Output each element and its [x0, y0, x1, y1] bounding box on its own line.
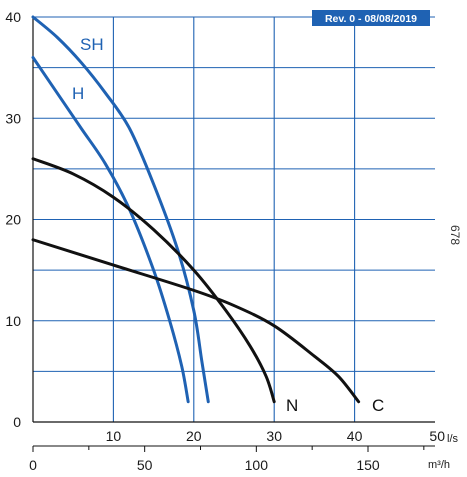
curve-h: [31, 56, 190, 404]
curve-label-n: N: [286, 396, 298, 415]
revision-badge-bg: [312, 10, 430, 26]
y-tick-label: 30: [5, 110, 21, 126]
x-unit-label: l/s: [447, 433, 459, 445]
x2-tick-label: 50: [137, 457, 153, 473]
revision-badge-text: Rev. 0 - 08/08/2019: [325, 13, 417, 25]
curve-label-c: C: [372, 396, 384, 415]
curve-c: [31, 238, 361, 404]
x-tick-label: 30: [266, 428, 282, 444]
x2-unit-label: m³/h: [428, 459, 450, 471]
curve-label-h: H: [72, 84, 84, 103]
x2-tick-label: 0: [29, 457, 37, 473]
y-tick-label: 40: [5, 9, 21, 25]
revision-badge: Rev. 0 - 08/08/2019: [312, 10, 430, 26]
x-tick-label: 10: [106, 428, 122, 444]
curve-n: [31, 157, 276, 404]
x-tick-label: 50: [429, 428, 445, 444]
x-tick-label: 40: [347, 428, 363, 444]
curves: [31, 15, 361, 404]
x-tick-label: 20: [186, 428, 202, 444]
curve-labels: SH H N C: [72, 35, 384, 415]
y-tick-label: 20: [5, 212, 21, 228]
y-tick-label: 0: [13, 414, 21, 430]
x2-tick-label: 150: [356, 457, 380, 473]
x2-tick-label: 100: [245, 457, 269, 473]
curve-label-sh: SH: [80, 35, 104, 54]
y-tick-label: 10: [5, 313, 21, 329]
curve-sh: [31, 15, 210, 404]
side-code: 678: [448, 225, 462, 245]
grid-lines: [33, 16, 435, 422]
